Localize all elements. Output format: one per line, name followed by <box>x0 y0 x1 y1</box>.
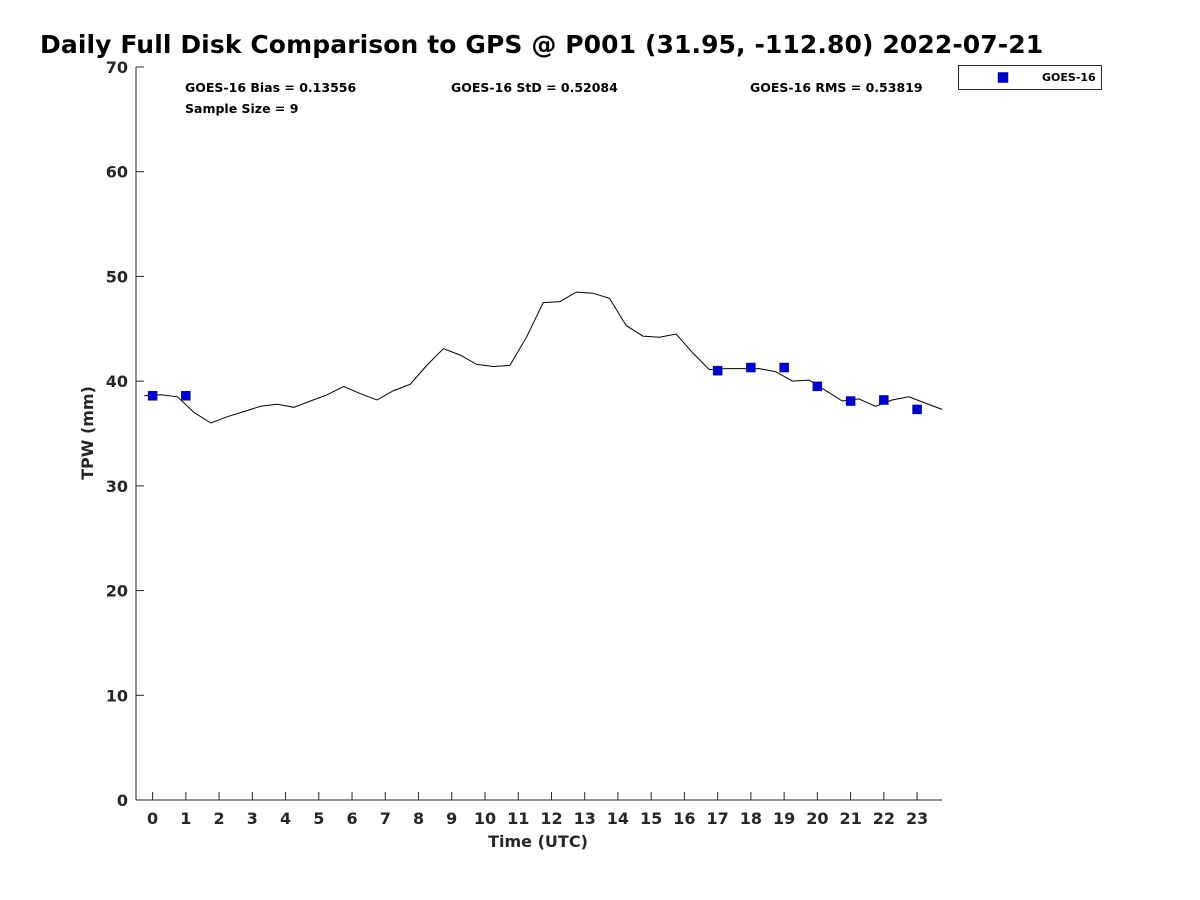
goes-data-point <box>912 404 922 415</box>
x-tick-label: 1 <box>180 809 191 828</box>
x-tick-label: 4 <box>280 809 291 828</box>
x-tick-label: 2 <box>214 809 225 828</box>
y-tick-label: 60 <box>106 163 128 182</box>
y-tick-label: 50 <box>106 267 128 286</box>
std-stat: GOES-16 StD = 0.52084 <box>451 80 618 95</box>
x-tick-label: 9 <box>446 809 457 828</box>
goes-data-point <box>879 395 889 405</box>
goes-data-point <box>181 391 191 401</box>
y-tick-label: 30 <box>106 477 128 496</box>
goes-data-point <box>812 381 823 392</box>
x-tick-label: 13 <box>574 809 596 828</box>
x-tick-label: 19 <box>773 809 795 828</box>
goes-data-point <box>147 391 158 401</box>
goes-data-point <box>779 362 789 373</box>
x-tick-label: 0 <box>147 809 158 828</box>
x-tick-label: 22 <box>873 809 895 828</box>
x-tick-label: 8 <box>413 809 424 828</box>
y-tick-label: 20 <box>106 582 128 601</box>
y-axis-title: TPW (mm) <box>78 386 97 480</box>
x-tick-label: 10 <box>474 809 496 828</box>
x-tick-label: 15 <box>640 809 662 828</box>
x-tick-label: 23 <box>906 809 928 828</box>
goes-data-point <box>746 362 756 373</box>
sample-size-stat: Sample Size = 9 <box>185 101 298 116</box>
gps-tpw-line <box>144 291 943 424</box>
x-tick-label: 18 <box>740 809 762 828</box>
chart-title: Daily Full Disk Comparison to GPS @ P001… <box>40 30 1044 59</box>
y-tick-label: 0 <box>117 791 128 810</box>
x-tick-label: 21 <box>839 809 861 828</box>
bias-stat: GOES-16 Bias = 0.13556 <box>185 80 356 95</box>
goes-data-point <box>845 396 856 406</box>
x-tick-label: 16 <box>673 809 695 828</box>
gps-line-layer <box>144 291 943 424</box>
y-tick-label: 10 <box>106 686 128 705</box>
x-tick-label: 6 <box>346 809 357 828</box>
x-tick-label: 17 <box>707 809 729 828</box>
goes-marker-layer <box>147 362 922 415</box>
legend-marker <box>997 72 1009 83</box>
x-tick-label: 3 <box>247 809 258 828</box>
y-tick-label: 70 <box>106 58 128 77</box>
goes-data-point <box>712 365 723 376</box>
x-tick-label: 11 <box>507 809 529 828</box>
stats-annotations: GOES-16 Bias = 0.13556 GOES-16 StD = 0.5… <box>185 80 923 116</box>
x-tick-label: 12 <box>540 809 562 828</box>
x-tick-label: 20 <box>806 809 828 828</box>
x-tick-label: 5 <box>313 809 324 828</box>
legend: GOES-16 <box>958 65 1102 90</box>
x-axis-title: Time (UTC) <box>488 832 588 851</box>
legend-box <box>958 65 1102 90</box>
legend-label: GOES-16 <box>1042 71 1096 84</box>
y-tick-label: 40 <box>106 372 128 391</box>
x-tick-label: 14 <box>607 809 629 828</box>
rms-stat: GOES-16 RMS = 0.53819 <box>750 80 923 95</box>
x-tick-label: 7 <box>380 809 391 828</box>
